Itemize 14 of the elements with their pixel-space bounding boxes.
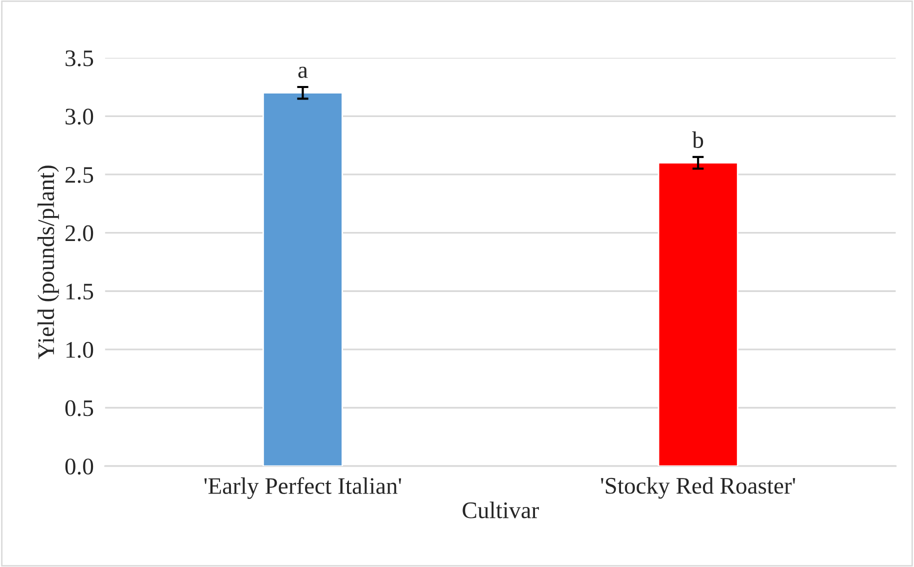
y-tick-label: 2.5 bbox=[66, 167, 94, 183]
y-tick-label: 0.0 bbox=[65, 458, 94, 475]
x-tick-label: 'Early Perfect Italian' bbox=[204, 477, 402, 499]
y-axis-title: Yield (pounds/plant) bbox=[38, 166, 59, 360]
y-tick-label: 1.0 bbox=[66, 342, 94, 358]
y-tick-label: 3.0 bbox=[66, 108, 94, 125]
y-tick-label: 1.5 bbox=[66, 284, 94, 300]
x-tick-label: 'Stocky Red Roaster' bbox=[601, 477, 796, 499]
x-axis-title: Cultivar bbox=[462, 502, 539, 518]
annotation: a bbox=[298, 66, 308, 78]
y-tick-label: 3.5 bbox=[66, 50, 94, 66]
y-tick-label: 0.5 bbox=[65, 400, 94, 416]
annotation: b bbox=[692, 131, 704, 148]
y-tick-label: 2.0 bbox=[66, 225, 94, 242]
